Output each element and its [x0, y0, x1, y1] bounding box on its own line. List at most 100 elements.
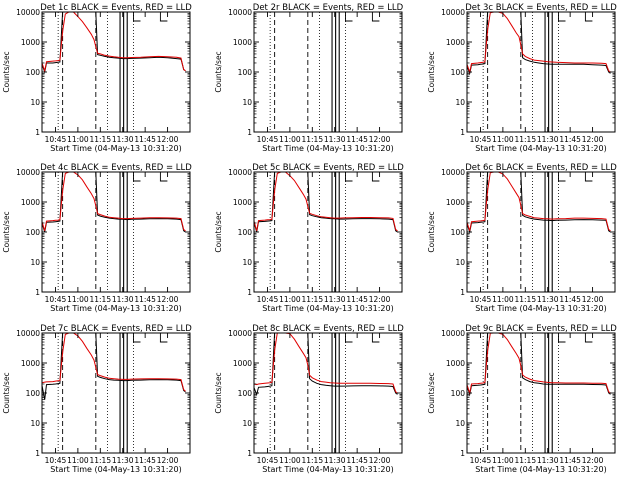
x-tick-label: 12:00 — [157, 135, 179, 144]
y-axis-label: Counts/sec — [427, 51, 436, 92]
x-tick-label: 11:00 — [492, 295, 514, 304]
x-tick-label: 11:00 — [492, 135, 514, 144]
y-tick-label: 100 — [451, 389, 466, 398]
series-line-lld — [42, 12, 186, 73]
y-tick-label: 10 — [455, 98, 465, 107]
x-axis-label: Start Time (04-May-13 10:31:20) — [475, 304, 606, 313]
x-tick-label: 11:45 — [346, 295, 368, 304]
panel-title: Det 4c BLACK = Events, RED = LLD — [40, 163, 192, 173]
series-group — [467, 333, 611, 397]
y-axis-label: Counts/sec — [214, 211, 223, 252]
x-axis-label: Start Time (04-May-13 10:31:20) — [475, 465, 606, 474]
panel-title: Det 3c BLACK = Events, RED = LLD — [465, 3, 617, 13]
x-tick-label: 11:15 — [514, 456, 536, 465]
step-marker — [159, 172, 168, 182]
y-tick-label: 100 — [238, 68, 253, 77]
x-axis-label: Start Time (04-May-13 10:31:20) — [50, 304, 181, 313]
panel-title: Det 9c BLACK = Events, RED = LLD — [465, 324, 617, 334]
x-tick-label: 11:45 — [346, 456, 368, 465]
step-marker — [133, 12, 141, 22]
panel-det-8: Det 8c BLACK = Events, RED = LLD 1 10 100 10… — [214, 324, 404, 474]
x-tick-label: 11:30 — [112, 295, 134, 304]
series-line-events — [467, 333, 611, 397]
y-tick-label: 10000 — [16, 168, 40, 177]
y-tick-label: 10 — [242, 419, 252, 428]
marker-lines — [482, 172, 593, 292]
y-tick-label: 10000 — [16, 8, 40, 17]
x-tick-label: 11:45 — [134, 135, 156, 144]
y-axis-label: Counts/sec — [2, 211, 11, 252]
y-tick-label: 100 — [451, 228, 466, 237]
x-tick-label: 11:45 — [559, 456, 581, 465]
y-tick-label: 1000 — [446, 38, 465, 47]
x-tick-label: 11:30 — [324, 295, 346, 304]
panel-title: Det 1c BLACK = Events, RED = LLD — [40, 3, 192, 13]
series-group — [42, 333, 186, 400]
x-tick-label: 11:15 — [89, 135, 111, 144]
x-tick-label: 11:45 — [134, 295, 156, 304]
panel-det-2: Det 2r BLACK = Events, RED = LLD 1 10 100 10… — [214, 3, 404, 153]
series-line-lld — [467, 12, 611, 74]
x-tick-label: 10:45 — [45, 456, 67, 465]
panel-title: Det 8c BLACK = Events, RED = LLD — [252, 324, 404, 334]
x-tick-label: 11:15 — [89, 295, 111, 304]
y-tick-label: 1000 — [21, 198, 40, 207]
y-tick-label: 1000 — [21, 359, 40, 368]
series-line-lld — [42, 172, 186, 232]
panel-det-1: Det 1c BLACK = Events, RED = LLD 1 10 100 10… — [2, 3, 192, 153]
x-tick-label: 11:00 — [279, 135, 301, 144]
y-axis-label: Counts/sec — [427, 211, 436, 252]
x-tick-label: 11:30 — [324, 456, 346, 465]
y-axis-label: Counts/sec — [2, 372, 11, 413]
step-marker — [345, 172, 353, 182]
x-tick-label: 10:45 — [257, 295, 279, 304]
y-tick-label: 10 — [30, 419, 40, 428]
y-axis-label: Counts/sec — [214, 372, 223, 413]
y-tick-label: 1 — [247, 128, 252, 137]
x-tick-label: 11:00 — [492, 456, 514, 465]
step-marker — [345, 333, 353, 343]
step-marker — [558, 172, 566, 182]
panel-title: Det 7c BLACK = Events, RED = LLD — [40, 324, 192, 334]
y-tick-label: 100 — [26, 228, 41, 237]
x-tick-label: 10:45 — [257, 456, 279, 465]
y-tick-label: 10000 — [441, 329, 465, 338]
x-tick-label: 11:15 — [301, 456, 323, 465]
step-marker — [371, 333, 380, 343]
y-tick-label: 100 — [26, 389, 41, 398]
x-tick-label: 11:30 — [537, 135, 559, 144]
y-tick-label: 1 — [460, 128, 465, 137]
x-tick-label: 11:45 — [134, 456, 156, 465]
x-tick-label: 11:15 — [89, 456, 111, 465]
x-tick-label: 11:15 — [301, 295, 323, 304]
x-tick-label: 12:00 — [582, 295, 604, 304]
x-tick-label: 11:30 — [324, 135, 346, 144]
step-marker — [159, 12, 168, 22]
panel-det-3: Det 3c BLACK = Events, RED = LLD 1 10 100 10… — [427, 3, 617, 153]
x-tick-label: 11:00 — [67, 135, 89, 144]
x-tick-label: 12:00 — [582, 456, 604, 465]
x-axis-label: Start Time (04-May-13 10:31:20) — [262, 465, 393, 474]
series-group — [467, 172, 611, 234]
series-line-events — [42, 333, 186, 400]
step-marker — [133, 333, 141, 343]
step-marker — [558, 12, 566, 22]
panel-det-5: Det 5c BLACK = Events, RED = LLD 1 10 100 10… — [214, 163, 404, 313]
x-tick-label: 12:00 — [582, 135, 604, 144]
step-marker — [371, 172, 380, 182]
y-tick-label: 1000 — [21, 38, 40, 47]
x-tick-label: 11:30 — [112, 456, 134, 465]
y-axis-label: Counts/sec — [214, 51, 223, 92]
y-tick-label: 10000 — [228, 329, 252, 338]
x-tick-label: 12:00 — [157, 295, 179, 304]
x-tick-label: 10:45 — [470, 456, 492, 465]
x-tick-label: 11:30 — [112, 135, 134, 144]
x-tick-label: 10:45 — [257, 135, 279, 144]
series-line-events — [254, 172, 398, 233]
x-tick-label: 11:45 — [559, 295, 581, 304]
panel-title: Det 6c BLACK = Events, RED = LLD — [465, 163, 617, 173]
x-tick-label: 11:15 — [514, 295, 536, 304]
panel-det-7: Det 7c BLACK = Events, RED = LLD 1 10 100 10… — [2, 324, 192, 474]
